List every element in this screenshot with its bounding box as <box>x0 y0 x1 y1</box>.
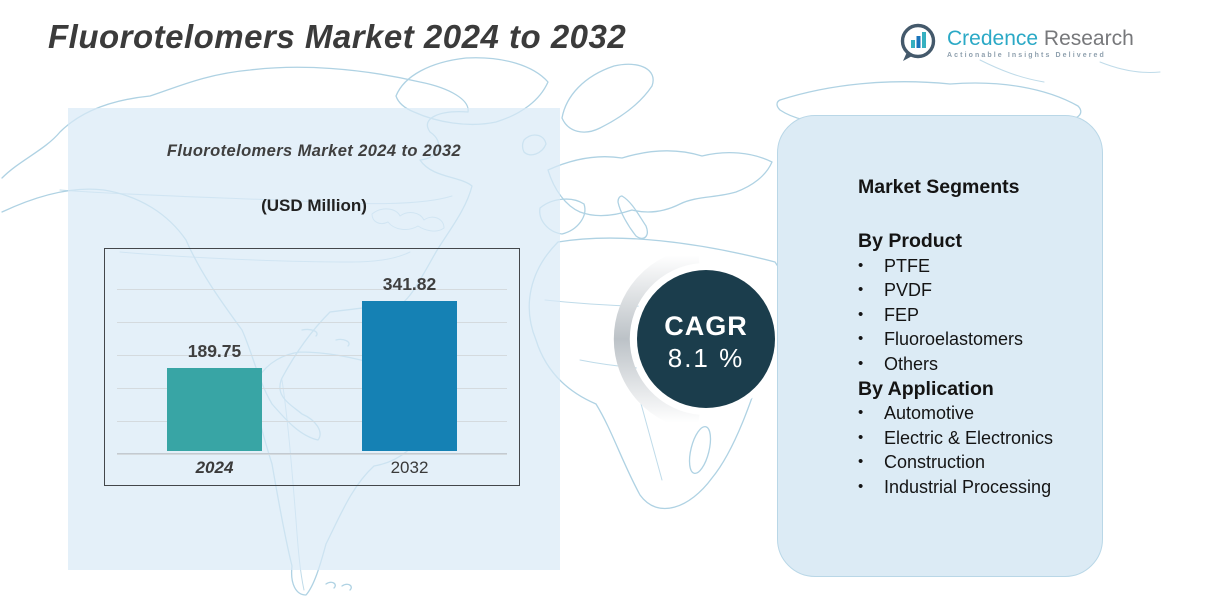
bar-chart: 189.75 2024 341.82 2032 <box>104 248 520 486</box>
bullet-icon: • <box>858 477 864 495</box>
map-madagascar <box>688 425 712 475</box>
bullet-icon: • <box>858 256 864 274</box>
bar-value-label: 341.82 <box>382 274 437 294</box>
market-segments-panel: Market Segments By Product • PTFE • PVDF •… <box>777 115 1103 577</box>
segment-item-label: PTFE <box>884 255 931 276</box>
segment-item-label: Automotive <box>884 403 975 424</box>
list-item: • Electric & Electronics <box>858 426 1082 451</box>
brand-wordmark: Credence Research <box>947 26 1134 50</box>
gridline <box>117 289 507 290</box>
chart-title: Fluorotelomers Market 2024 to 2032 <box>166 142 462 160</box>
list-item: • Automotive <box>858 401 1082 426</box>
list-item: • Industrial Processing <box>858 475 1082 500</box>
segments-title: Market Segments <box>858 176 1020 198</box>
cagr-badge: CAGR 8.1 % <box>613 247 781 431</box>
map-italy <box>617 195 648 240</box>
silver-swoosh <box>613 247 700 431</box>
brand-tagline: Actionable Insights Delivered <box>947 51 1106 59</box>
bar-value-label: 189.75 <box>187 341 242 361</box>
map-siberia-rivers <box>979 59 1161 83</box>
gridline <box>117 388 507 389</box>
segment-item-label: Industrial Processing <box>884 476 1052 497</box>
gridline <box>117 454 507 455</box>
chart-panel: Fluorotelomers Market 2024 to 2032 (USD … <box>68 108 560 570</box>
map-europe-mainland <box>547 150 773 217</box>
x-axis-label: 2024 <box>195 458 234 477</box>
bullet-icon: • <box>858 453 864 471</box>
cagr-value: 8.1 % <box>668 343 745 373</box>
list-item: • Construction <box>858 450 1082 475</box>
chart-plot: 189.75 2024 341.82 2032 <box>105 249 519 485</box>
map-falklands <box>325 581 352 591</box>
segment-item-label: Electric & Electronics <box>884 427 1054 448</box>
map-scandinavia <box>561 63 654 133</box>
segment-item-label: Fluoroelastomers <box>884 329 1024 350</box>
brand-primary: Credence <box>947 26 1039 50</box>
segment-item-label: PVDF <box>884 280 933 301</box>
gridline <box>117 322 507 323</box>
page-title: Fluorotelomers Market 2024 to 2032 <box>48 18 627 55</box>
cagr-label: CAGR <box>664 311 748 341</box>
bullet-icon: • <box>858 305 864 323</box>
list-item: • Others <box>858 352 1082 377</box>
bullet-icon: • <box>858 330 864 348</box>
gridline <box>117 355 507 356</box>
segment-item-label: Construction <box>884 452 986 473</box>
x-axis-line <box>117 453 507 454</box>
cagr-circle <box>637 270 775 408</box>
chart-unit-subtitle: (USD Million) <box>261 196 367 215</box>
bullet-icon: • <box>858 281 864 299</box>
bullet-icon: • <box>858 354 864 372</box>
segment-item-label: FEP <box>884 304 920 325</box>
list-item: • Fluoroelastomers <box>858 327 1082 352</box>
bar-2032 <box>362 301 457 451</box>
segment-group-heading-product: By Product <box>858 230 963 252</box>
brand-logo: Credence Research Actionable Insights De… <box>897 21 1134 65</box>
list-item: • PTFE <box>858 254 1082 279</box>
segment-group-heading-application: By Application <box>858 377 994 400</box>
bar-chart-bubble-icon <box>900 23 936 61</box>
bullet-icon: • <box>858 404 864 422</box>
segment-item-label: Others <box>884 353 939 374</box>
bullet-icon: • <box>858 428 864 446</box>
list-item: • PVDF <box>858 278 1082 303</box>
bar-2024 <box>167 368 262 451</box>
brand-secondary: Research <box>1043 26 1134 50</box>
x-axis-label: 2032 <box>390 458 429 477</box>
list-item: • FEP <box>858 303 1082 328</box>
gridline <box>117 421 507 422</box>
